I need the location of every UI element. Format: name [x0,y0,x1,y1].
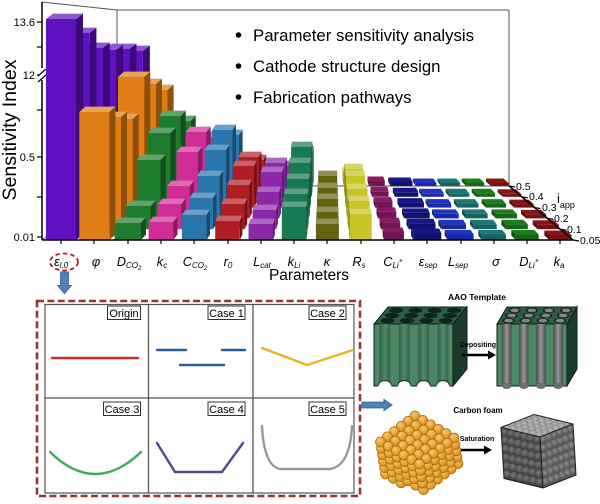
svg-text:σ: σ [492,254,501,269]
svg-text:κ: κ [324,254,331,269]
svg-text:AAO Template: AAO Template [448,292,506,302]
svg-text:Fabrication pathways: Fabrication pathways [253,88,412,107]
svg-text:ka: ka [554,254,565,270]
svg-text:Sensitivity Index: Sensitivity Index [0,59,21,200]
svg-text:Depositing: Depositing [460,342,496,349]
svg-text:0.5: 0.5 [516,181,531,193]
svg-text:Origin: Origin [109,308,138,320]
svg-text:Parameters: Parameters [269,267,349,284]
svg-text:φ: φ [92,254,100,269]
svg-text:kc: kc [157,254,167,270]
svg-text:0.05: 0.05 [580,235,600,247]
svg-text:Parameter sensitivity analysis: Parameter sensitivity analysis [253,26,474,45]
svg-text:DLi+: DLi+ [519,254,539,270]
svg-text:0.5: 0.5 [20,152,35,164]
svg-text:0.4: 0.4 [529,191,544,203]
svg-text:0.2: 0.2 [554,213,569,225]
svg-text:Case 4: Case 4 [209,404,244,416]
svg-text:Case 3: Case 3 [105,404,140,416]
svg-text:Case 5: Case 5 [310,404,345,416]
svg-text:Carbon foam: Carbon foam [453,406,502,415]
svg-text:Case 2: Case 2 [310,308,345,320]
svg-text:0.1: 0.1 [567,224,582,236]
svg-text:CLi+: CLi+ [383,254,403,270]
svg-text:0.01: 0.01 [14,232,35,244]
svg-text:Case 1: Case 1 [209,308,244,320]
svg-text:13.6: 13.6 [14,17,35,29]
svg-text:0.3: 0.3 [542,202,557,214]
svg-text:Cathode structure design: Cathode structure design [253,57,441,76]
svg-text:12: 12 [23,70,35,82]
svg-text:r0: r0 [224,254,233,270]
svg-text:Saturation: Saturation [460,436,495,443]
